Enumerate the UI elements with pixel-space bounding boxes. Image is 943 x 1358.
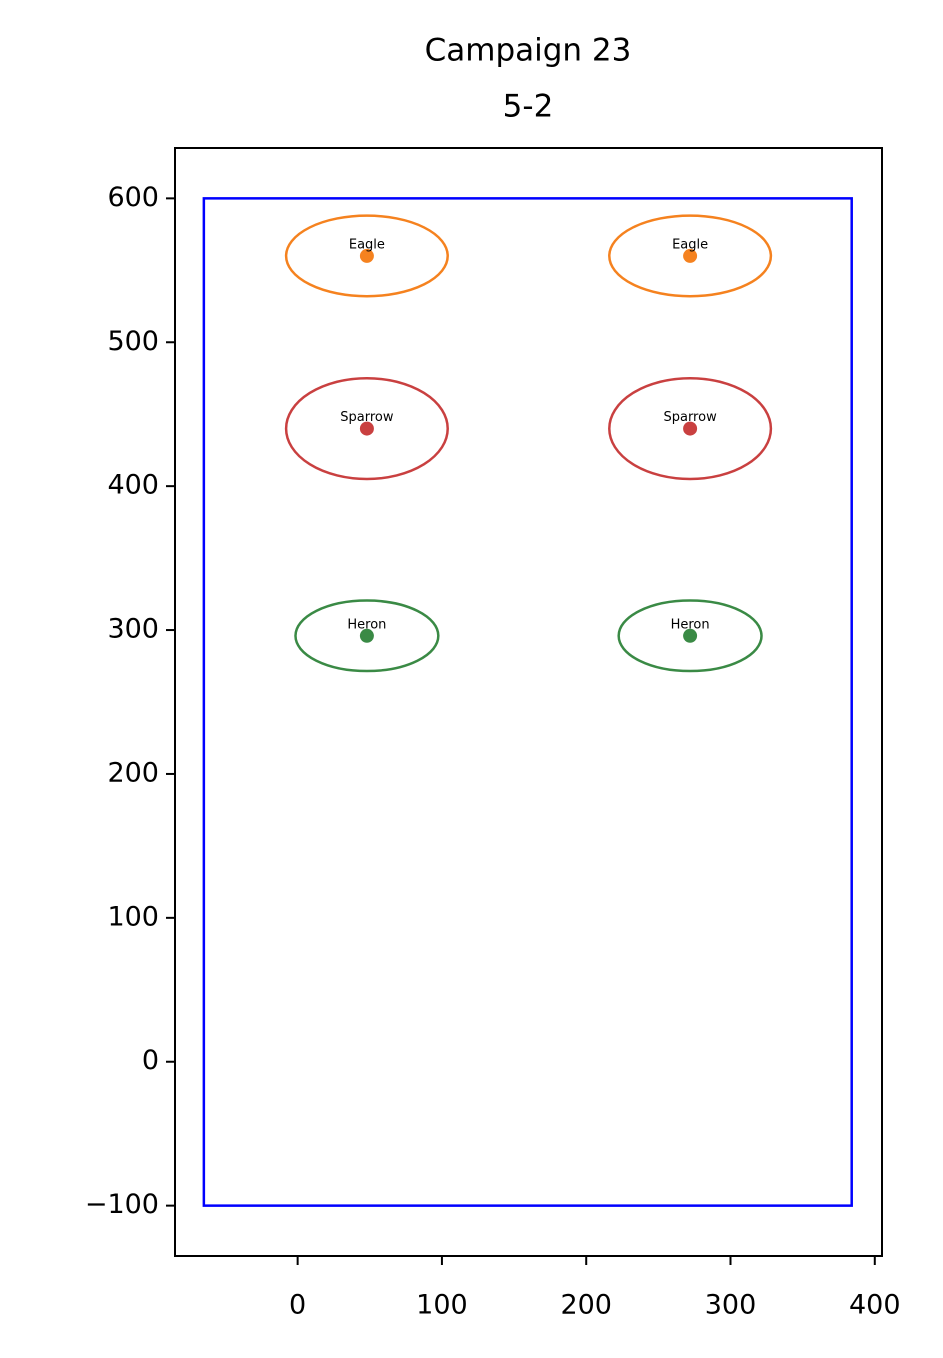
y-tick-label: 400 xyxy=(107,470,159,501)
x-tick-label: 400 xyxy=(849,1290,901,1321)
y-tick-label: 200 xyxy=(107,757,159,788)
y-tick-label: 300 xyxy=(107,614,159,645)
range-ellipse xyxy=(284,376,449,481)
range-ellipse xyxy=(617,599,763,673)
x-tick-label: 300 xyxy=(705,1290,757,1321)
axes-frame xyxy=(174,147,883,1257)
range-ellipse xyxy=(294,599,440,673)
y-tick-label: 600 xyxy=(107,182,159,213)
point xyxy=(359,628,374,643)
range-ellipse xyxy=(608,214,773,298)
point-label: Sparrow xyxy=(663,410,717,425)
y-tick-label: 500 xyxy=(107,326,159,357)
point xyxy=(359,248,374,263)
x-tick-label: 100 xyxy=(416,1290,468,1321)
x-tick-label: 0 xyxy=(289,1290,306,1321)
point xyxy=(683,421,698,436)
y-tick-label: 100 xyxy=(107,901,159,932)
point-label: Heron xyxy=(671,617,710,632)
boundary xyxy=(202,197,853,1207)
point-label: Heron xyxy=(347,617,386,632)
chart-subtitle: 5-2 xyxy=(503,89,554,125)
y-tick-label: 0 xyxy=(142,1045,159,1076)
range-ellipse xyxy=(608,376,773,481)
y-tick-label: −100 xyxy=(85,1189,159,1220)
point-label: Eagle xyxy=(672,237,708,252)
x-tick-label: 200 xyxy=(560,1290,612,1321)
point-label: Sparrow xyxy=(340,410,394,425)
point xyxy=(683,628,698,643)
chart-title: Campaign 23 xyxy=(425,33,632,69)
point-label: Eagle xyxy=(349,237,385,252)
point xyxy=(683,248,698,263)
point xyxy=(359,421,374,436)
range-ellipse xyxy=(284,214,449,298)
